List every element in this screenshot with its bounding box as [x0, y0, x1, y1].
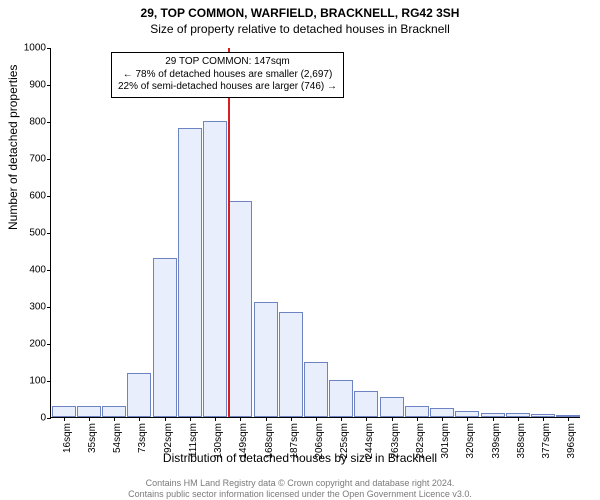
y-tick-label: 400	[6, 265, 46, 276]
x-tick-mark	[291, 417, 292, 421]
x-tick-mark	[467, 417, 468, 421]
footer-attribution: Contains HM Land Registry data © Crown c…	[0, 478, 600, 499]
annotation-line-2: ← 78% of detached houses are smaller (2,…	[118, 69, 337, 82]
annotation-line-3: 22% of semi-detached houses are larger (…	[118, 81, 337, 94]
y-tick-label: 300	[6, 302, 46, 313]
x-tick-mark	[493, 417, 494, 421]
y-tick-mark	[47, 381, 51, 382]
histogram-bar	[153, 258, 177, 417]
x-tick-mark	[366, 417, 367, 421]
histogram-chart: 0100200300400500600700800900100016sqm35s…	[50, 48, 580, 418]
x-tick-mark	[518, 417, 519, 421]
y-tick-mark	[47, 418, 51, 419]
x-tick-mark	[417, 417, 418, 421]
chart-title-address: 29, TOP COMMON, WARFIELD, BRACKNELL, RG4…	[0, 6, 600, 20]
x-tick-mark	[114, 417, 115, 421]
y-tick-mark	[47, 159, 51, 160]
x-tick-mark	[266, 417, 267, 421]
annotation-box: 29 TOP COMMON: 147sqm← 78% of detached h…	[111, 52, 344, 98]
histogram-bar	[203, 121, 227, 417]
y-tick-label: 800	[6, 117, 46, 128]
footer-line-2: Contains public sector information licen…	[0, 489, 600, 499]
plot-area: 0100200300400500600700800900100016sqm35s…	[50, 48, 580, 418]
histogram-bar	[329, 380, 353, 417]
y-tick-label: 600	[6, 191, 46, 202]
y-tick-label: 100	[6, 376, 46, 387]
histogram-bar	[52, 406, 76, 417]
histogram-bar	[430, 408, 454, 417]
annotation-line-1: 29 TOP COMMON: 147sqm	[118, 56, 337, 69]
x-tick-mark	[341, 417, 342, 421]
x-tick-mark	[392, 417, 393, 421]
y-tick-label: 0	[6, 413, 46, 424]
y-tick-mark	[47, 233, 51, 234]
histogram-bar	[354, 391, 378, 417]
histogram-bar	[77, 406, 101, 417]
histogram-bar	[304, 362, 328, 418]
histogram-bar	[102, 406, 126, 417]
histogram-bar	[279, 312, 303, 417]
x-tick-mark	[316, 417, 317, 421]
chart-title-subtitle: Size of property relative to detached ho…	[0, 22, 600, 36]
y-tick-mark	[47, 85, 51, 86]
y-tick-mark	[47, 48, 51, 49]
y-tick-label: 700	[6, 154, 46, 165]
x-tick-mark	[89, 417, 90, 421]
y-tick-label: 900	[6, 80, 46, 91]
x-tick-mark	[442, 417, 443, 421]
y-tick-mark	[47, 196, 51, 197]
x-tick-mark	[190, 417, 191, 421]
footer-line-1: Contains HM Land Registry data © Crown c…	[0, 478, 600, 488]
x-tick-mark	[215, 417, 216, 421]
y-tick-label: 500	[6, 228, 46, 239]
y-tick-mark	[47, 270, 51, 271]
x-tick-mark	[64, 417, 65, 421]
x-tick-mark	[568, 417, 569, 421]
y-tick-mark	[47, 122, 51, 123]
histogram-bar	[228, 201, 252, 417]
x-tick-mark	[165, 417, 166, 421]
x-axis-label: Distribution of detached houses by size …	[0, 451, 600, 465]
x-tick-mark	[543, 417, 544, 421]
histogram-bar	[254, 302, 278, 417]
histogram-bar	[380, 397, 404, 417]
histogram-bar	[405, 406, 429, 417]
x-tick-mark	[240, 417, 241, 421]
y-tick-mark	[47, 344, 51, 345]
reference-line	[228, 48, 230, 417]
y-tick-label: 1000	[6, 43, 46, 54]
histogram-bar	[127, 373, 151, 417]
x-tick-mark	[139, 417, 140, 421]
y-tick-label: 200	[6, 339, 46, 350]
histogram-bar	[178, 128, 202, 417]
y-tick-mark	[47, 307, 51, 308]
